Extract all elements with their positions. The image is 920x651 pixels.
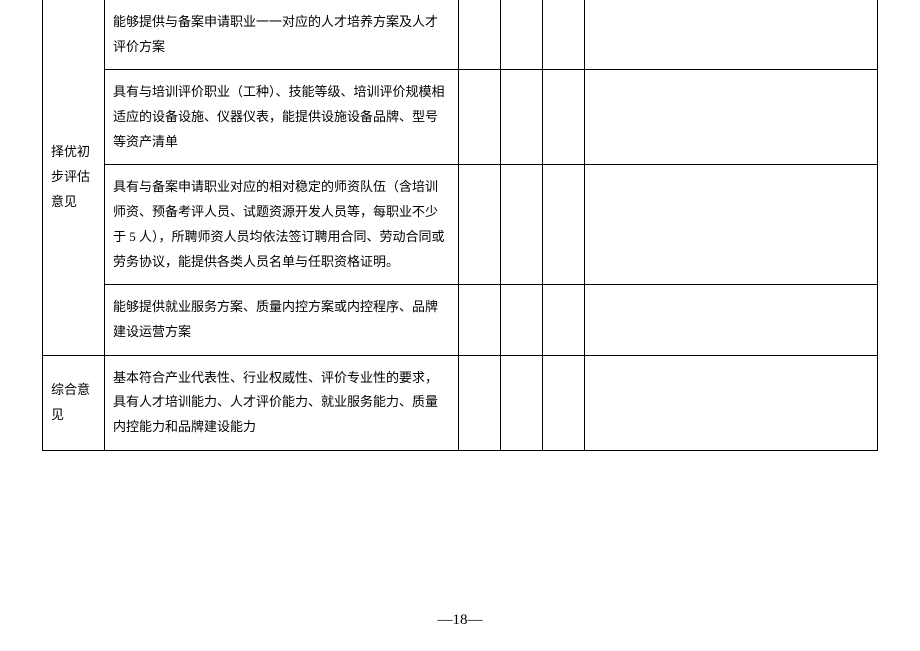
empty-cell (543, 355, 585, 450)
table-row: 择优初步评估意见 能够提供与备案申请职业一一对应的人才培养方案及人才评价方案 (43, 0, 878, 70)
criteria-cell: 能够提供与备案申请职业一一对应的人才培养方案及人才评价方案 (105, 0, 459, 70)
empty-cell (543, 0, 585, 70)
empty-cell (543, 285, 585, 355)
empty-cell (501, 70, 543, 165)
table-row: 综合意见 基本符合产业代表性、行业权威性、评价专业性的要求，具有人才培训能力、人… (43, 355, 878, 450)
empty-cell (459, 285, 501, 355)
empty-cell (585, 285, 878, 355)
empty-cell (501, 285, 543, 355)
evaluation-table: 择优初步评估意见 能够提供与备案申请职业一一对应的人才培养方案及人才评价方案 具… (42, 0, 878, 451)
table-row: 具有与培训评价职业（工种）、技能等级、培训评价规模相适应的设备设施、仪器仪表，能… (43, 70, 878, 165)
table-row: 具有与备案申请职业对应的相对稳定的师资队伍（含培训师资、预备考评人员、试题资源开… (43, 165, 878, 285)
page: 择优初步评估意见 能够提供与备案申请职业一一对应的人才培养方案及人才评价方案 具… (0, 0, 920, 651)
table-row: 能够提供就业服务方案、质量内控方案或内控程序、品牌建设运营方案 (43, 285, 878, 355)
empty-cell (501, 165, 543, 285)
empty-cell (585, 70, 878, 165)
empty-cell (585, 355, 878, 450)
empty-cell (585, 165, 878, 285)
section-label: 择优初步评估意见 (43, 0, 105, 355)
empty-cell (459, 70, 501, 165)
empty-cell (501, 0, 543, 70)
criteria-cell: 具有与培训评价职业（工种）、技能等级、培训评价规模相适应的设备设施、仪器仪表，能… (105, 70, 459, 165)
section-label: 综合意见 (43, 355, 105, 450)
empty-cell (543, 70, 585, 165)
criteria-cell: 能够提供就业服务方案、质量内控方案或内控程序、品牌建设运营方案 (105, 285, 459, 355)
empty-cell (585, 0, 878, 70)
empty-cell (459, 165, 501, 285)
criteria-cell: 具有与备案申请职业对应的相对稳定的师资队伍（含培训师资、预备考评人员、试题资源开… (105, 165, 459, 285)
empty-cell (459, 355, 501, 450)
empty-cell (501, 355, 543, 450)
page-number: —18— (0, 612, 920, 629)
empty-cell (459, 0, 501, 70)
criteria-cell: 基本符合产业代表性、行业权威性、评价专业性的要求，具有人才培训能力、人才评价能力… (105, 355, 459, 450)
empty-cell (543, 165, 585, 285)
